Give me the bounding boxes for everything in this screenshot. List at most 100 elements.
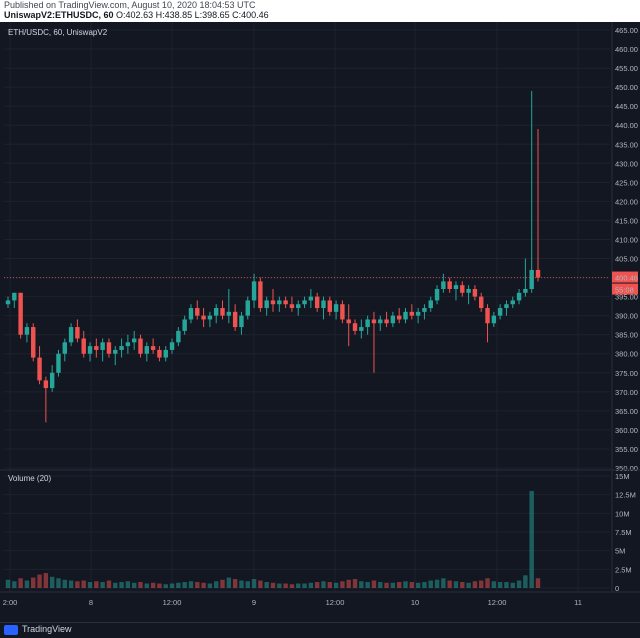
candle-body	[138, 338, 143, 354]
candle-body	[232, 311, 238, 328]
candle-body	[371, 319, 377, 324]
volume-bar	[340, 581, 345, 588]
candle-body	[396, 315, 402, 320]
volume-bar	[409, 582, 415, 588]
volume-tick-label: 15M	[615, 472, 630, 481]
price-chart[interactable]: 465.00 460.00 455.00 450.00 445.00 440.00 435.…	[0, 22, 640, 622]
candle-body	[447, 281, 452, 289]
candle-body	[333, 304, 339, 312]
candle-body	[245, 300, 250, 316]
price-tick-label: 440.00	[615, 121, 638, 130]
candle-body	[49, 372, 55, 389]
candle-body	[113, 349, 118, 354]
volume-bar	[346, 579, 351, 588]
candle-body	[144, 346, 150, 354]
candle-body	[453, 285, 459, 289]
candle-body	[403, 311, 408, 320]
candle-body	[37, 357, 42, 381]
volume-bar	[87, 582, 93, 588]
volume-bar	[37, 574, 42, 588]
symbol-label: UniswapV2:ETHUSDC, 60	[4, 10, 114, 20]
time-tick-label: 12:00	[163, 598, 182, 607]
volume-bar	[371, 580, 377, 588]
price-tick-label: 395.00	[615, 293, 638, 302]
footer-bar: TradingView	[0, 622, 640, 638]
volume-bar	[523, 575, 528, 588]
volume-bar	[359, 581, 364, 588]
volume-bar	[472, 581, 478, 588]
candle-body	[125, 342, 131, 347]
price-tick-label: 390.00	[615, 312, 638, 321]
volume-bar	[352, 579, 358, 588]
candle-body	[100, 342, 105, 350]
chart-area[interactable]: 465.00 460.00 455.00 450.00 445.00 440.00 435.…	[0, 22, 640, 622]
candle-body	[378, 319, 383, 324]
volume-bar	[113, 582, 118, 588]
volume-bar	[182, 582, 187, 588]
candle-body	[258, 281, 263, 309]
candle-body	[314, 296, 320, 309]
time-tick-label: 2:00	[3, 598, 18, 607]
volume-bar	[327, 582, 332, 588]
volume-bar	[201, 582, 206, 588]
candle-body	[352, 323, 358, 331]
candle-body	[504, 304, 509, 309]
volume-bar	[283, 583, 288, 588]
candle-body	[479, 296, 484, 309]
candle-body	[264, 300, 269, 309]
candle-body	[466, 288, 471, 293]
candle-body	[460, 285, 465, 293]
volume-bar	[226, 577, 232, 588]
price-tick-label: 375.00	[615, 369, 638, 378]
candle-body	[56, 353, 61, 373]
volume-bar	[441, 578, 446, 588]
chart-grid	[4, 22, 610, 592]
volume-bar	[220, 579, 225, 588]
volume-bar	[68, 580, 74, 588]
volume-bar	[119, 582, 124, 588]
time-tick-label: 12:00	[488, 598, 507, 607]
candle-body	[340, 304, 345, 320]
volume-bar	[43, 573, 49, 588]
candle-body	[529, 269, 534, 289]
candle-body	[214, 308, 219, 316]
time-tick-label: 9	[252, 598, 256, 607]
time-tick-label: 12:00	[326, 598, 345, 607]
candle-body	[491, 315, 497, 324]
last-price-tag	[612, 271, 638, 283]
candle-body	[359, 327, 364, 331]
candle-body	[422, 308, 427, 312]
volume-bar	[510, 582, 515, 588]
volume-bar	[296, 583, 301, 588]
candle-body	[81, 338, 86, 354]
volume-bar	[12, 581, 17, 588]
volume-bar	[378, 582, 383, 588]
candle-body	[239, 315, 244, 328]
volume-bar	[396, 582, 402, 588]
volume-bar	[529, 490, 534, 588]
candle-body	[277, 300, 282, 305]
brand-name: TradingView	[22, 624, 72, 634]
candle-body	[62, 342, 67, 354]
volume-bar	[479, 580, 484, 588]
candle-body	[321, 300, 326, 309]
candle-body	[5, 300, 11, 305]
price-tick-label: 420.00	[615, 197, 638, 206]
volume-bar	[169, 583, 175, 588]
price-tick-label: 465.00	[615, 26, 638, 35]
volume-bar	[504, 582, 509, 588]
candle-body	[428, 300, 433, 309]
volume-bar	[333, 582, 339, 588]
candle-body	[270, 300, 276, 305]
volume-bar	[232, 579, 238, 588]
candle-body	[68, 327, 74, 343]
price-tick-label: 380.00	[615, 350, 638, 359]
candles	[5, 90, 541, 423]
volume-bar	[390, 582, 396, 588]
price-tick-label: 385.00	[615, 331, 638, 340]
volume-bar	[106, 580, 112, 588]
volume-bar	[258, 580, 263, 588]
countdown-label: 55:08	[615, 286, 634, 295]
candle-body	[220, 308, 225, 316]
volume-bar	[277, 583, 282, 588]
